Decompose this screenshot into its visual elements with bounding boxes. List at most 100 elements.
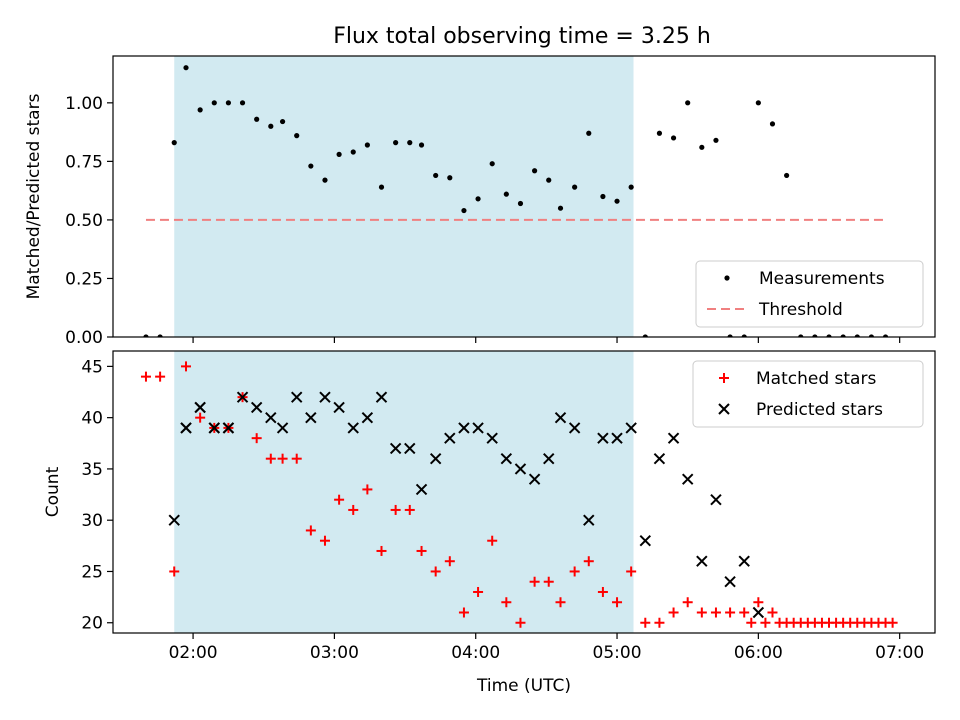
observing-window-shade [174, 56, 634, 337]
y-axis-label: Count [43, 466, 63, 517]
matched-star-marker [515, 617, 526, 628]
x-b [583, 514, 595, 526]
predicted-star-marker [710, 493, 722, 506]
x-b [611, 432, 623, 444]
matched-star-marker [334, 494, 345, 505]
x-tick-label: 04:00 [451, 643, 500, 663]
measurement-point [868, 334, 875, 337]
predicted-star-marker [347, 422, 359, 434]
legend-label: Matched stars [756, 369, 876, 389]
matched-star-marker [195, 412, 206, 423]
observing-window-shade [174, 351, 634, 633]
x-b [724, 576, 736, 588]
measurement-point [418, 142, 425, 148]
measurement-point [531, 168, 538, 174]
measurement-point [557, 205, 564, 211]
matched-star-marker [612, 597, 623, 608]
matched-star-marker [859, 617, 870, 628]
x-b [444, 432, 456, 444]
matched-star-marker [569, 566, 580, 577]
predicted-star-marker [236, 391, 249, 403]
matched-star-marker [404, 504, 415, 515]
x-b [486, 432, 498, 444]
predicted-star-marker [389, 442, 402, 455]
x-tick-label: 06:00 [734, 643, 783, 663]
matched-star-marker [555, 597, 566, 608]
predicted-star-marker [291, 391, 303, 403]
matched-star-marker [682, 597, 693, 608]
measurement-point [475, 196, 481, 202]
measurement-point [225, 100, 232, 106]
x-b [653, 452, 666, 465]
predicted-star-marker [194, 401, 206, 414]
measurement-point [447, 175, 453, 181]
measurement-point [336, 151, 342, 157]
ratio-panel: 0.00 0.25 0.50 0.75 1.00 Matched/Predicted st… [24, 55, 936, 348]
x-tick-label: 03:00 [310, 643, 359, 663]
measurement-point [503, 191, 509, 197]
legend: Matched stars Predicted stars [692, 360, 924, 428]
predicted-star-marker [514, 463, 527, 475]
matched-star-marker [265, 453, 276, 464]
predicted-star-marker [752, 606, 765, 619]
x-b [568, 422, 581, 434]
measurement-point [143, 334, 149, 337]
x-b [528, 473, 541, 485]
x-b [639, 535, 652, 547]
x-tick-label: 05:00 [593, 643, 642, 663]
predicted-star-marker [305, 411, 317, 424]
predicted-star-marker [543, 452, 555, 465]
matched-star-marker [626, 566, 637, 577]
matched-star-marker [458, 607, 469, 618]
matched-star-marker [767, 607, 778, 618]
predicted-star-marker [415, 483, 428, 496]
matched-star-marker [760, 617, 771, 628]
x-b [514, 463, 527, 475]
predicted-star-marker [222, 422, 235, 434]
measurement-point [393, 140, 399, 146]
matched-star-marker [348, 504, 359, 515]
matched-star-marker [802, 617, 813, 628]
matched-star-marker [291, 453, 302, 464]
x-tick-label: 02:00 [169, 643, 218, 663]
x-b [276, 422, 289, 434]
x-b [236, 391, 249, 403]
matched-star-marker [710, 607, 721, 618]
matched-star-marker [501, 597, 512, 608]
x-b [625, 422, 637, 434]
predicted-star-marker [208, 422, 220, 434]
matched-star-marker [251, 433, 262, 444]
matched-star-marker [362, 484, 373, 495]
measurement-point [183, 65, 189, 71]
measurement-point [433, 172, 439, 179]
x-b [710, 493, 722, 506]
measurement-point [755, 100, 761, 106]
measurement-point [812, 334, 818, 337]
matched-star-marker [654, 617, 665, 628]
x-b [415, 483, 428, 496]
x-b [389, 442, 402, 455]
measurement-point [308, 163, 314, 169]
y-tick-label: 0.75 [65, 152, 103, 172]
measurement-point [670, 135, 677, 141]
matched-star-marker [583, 556, 594, 567]
x-b [500, 452, 513, 465]
y-tick-label: 35 [81, 460, 103, 480]
measurement-point [157, 334, 163, 337]
measurement-point [798, 334, 804, 337]
predicted-star-marker [265, 411, 277, 424]
matched-star-marker [640, 617, 651, 628]
predicted-star-marker [568, 422, 581, 434]
predicted-star-marker [554, 411, 567, 424]
count-panel: 20 25 30 35 40 45 02:00 03:00 04:00 05:00 06:00 07:… [43, 350, 936, 696]
predicted-star-marker [429, 452, 442, 465]
data-layer [140, 361, 898, 628]
predicted-star-marker [500, 452, 513, 465]
axes-frame [112, 55, 936, 338]
predicted-star-marker [472, 422, 484, 434]
matched-star-marker [788, 617, 799, 628]
x-b [319, 391, 331, 403]
measurement-point [461, 207, 467, 214]
predicted-star-marker [276, 422, 289, 434]
